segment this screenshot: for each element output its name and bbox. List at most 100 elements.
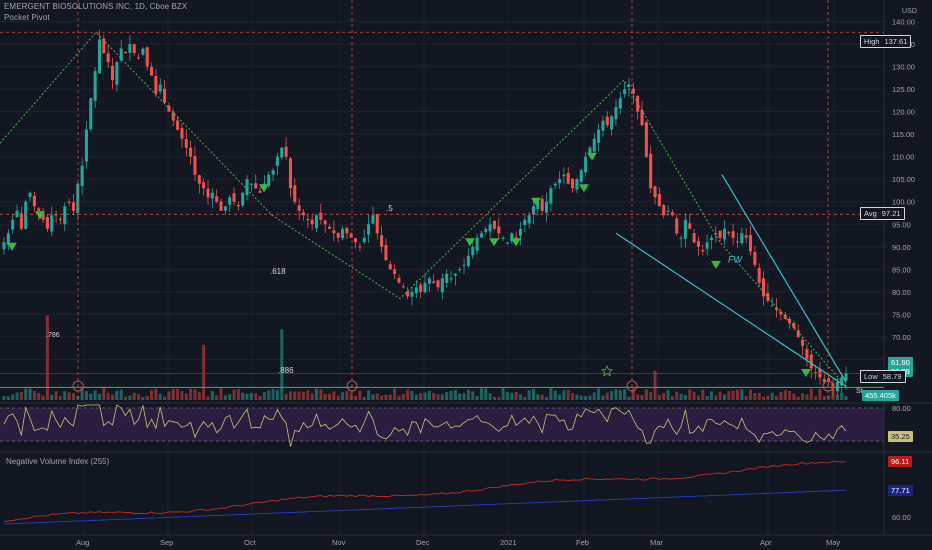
nvi-tick: 60.00 xyxy=(892,513,911,522)
candle-body xyxy=(228,197,232,205)
volume-bar xyxy=(440,394,444,400)
volume-bar xyxy=(110,394,115,400)
candle-body xyxy=(505,242,509,244)
candle-body xyxy=(788,318,792,324)
candle-body xyxy=(2,242,6,250)
price-badge: High 137.61 xyxy=(860,35,912,48)
rsi-value-badge: 35.25 xyxy=(888,431,913,442)
candle-body xyxy=(102,38,106,54)
currency-label: USD xyxy=(902,8,918,15)
candle-body xyxy=(210,192,214,199)
price-tick: 80.00 xyxy=(892,288,911,297)
volume-bar xyxy=(453,389,457,400)
volume-bar xyxy=(792,393,796,400)
fib-label: .5 xyxy=(386,204,393,213)
volume-bar xyxy=(397,395,401,400)
nvi-title[interactable]: Negative Volume Index (255) xyxy=(6,457,110,466)
candle-body xyxy=(388,264,392,270)
candle-body xyxy=(19,213,23,229)
candle-body xyxy=(514,237,518,239)
price-tick: 70.00 xyxy=(892,333,911,342)
volume-bar xyxy=(102,388,106,400)
pocket-pivot-marker xyxy=(711,260,721,269)
volume-bar xyxy=(45,315,49,400)
badge-value: 61.90 xyxy=(891,358,910,367)
candle-body xyxy=(827,378,831,382)
volume-bar xyxy=(592,392,596,400)
candle-body xyxy=(471,246,475,256)
rsi-tick: 80.00 xyxy=(892,404,911,413)
candle-body xyxy=(657,194,661,207)
price-tick: 105.00 xyxy=(892,175,915,184)
volume-bar xyxy=(709,391,713,400)
candle-body xyxy=(28,192,32,198)
badge-value: 97.21 xyxy=(881,209,901,218)
candle-body xyxy=(401,286,405,288)
volume-bar xyxy=(375,393,379,400)
candle-body xyxy=(644,122,648,157)
volume-bar xyxy=(657,395,661,400)
time-tick: Sep xyxy=(160,538,173,547)
candle-body xyxy=(310,219,314,225)
candle-body xyxy=(419,284,423,292)
volume-bar xyxy=(436,394,440,400)
volume-bar xyxy=(748,389,753,400)
pocket-pivot-marker xyxy=(7,242,17,251)
fib-label: .886 xyxy=(278,366,294,375)
candle-body xyxy=(432,281,436,283)
candle-body xyxy=(371,215,375,224)
candle-body xyxy=(701,249,705,252)
volume-bar xyxy=(167,391,171,400)
volume-bar xyxy=(427,390,431,400)
nvi-ema-line xyxy=(3,489,847,525)
candle-body xyxy=(844,372,848,381)
volume-bar xyxy=(601,395,605,400)
symbol-title[interactable]: EMERGENT BIOSOLUTIONS INC, 1D, Cboe BZX xyxy=(4,2,188,11)
grid xyxy=(0,0,884,535)
price-tick: 120.00 xyxy=(892,108,915,117)
volume-bar xyxy=(380,395,384,400)
candle-body xyxy=(518,228,523,236)
volume-bar xyxy=(275,389,279,400)
volume-bar xyxy=(150,390,154,400)
volume-bar xyxy=(796,396,800,400)
candle-body xyxy=(510,233,514,242)
candle-body xyxy=(579,170,583,182)
volume-bar xyxy=(141,396,145,400)
volume-bar xyxy=(297,391,301,400)
candle-body xyxy=(779,311,783,315)
volume-bar xyxy=(471,391,475,400)
volume-bar xyxy=(80,388,84,400)
candle-body xyxy=(397,277,401,283)
volume-bar xyxy=(675,391,679,400)
candle-body xyxy=(479,233,483,238)
volume-bar xyxy=(757,392,761,400)
candle-body xyxy=(740,233,744,244)
candle-body xyxy=(766,293,770,301)
candlesticks xyxy=(2,30,848,397)
volume-bar xyxy=(6,396,10,400)
volume-bar xyxy=(827,395,831,400)
volume-bar xyxy=(501,388,505,400)
volume-bar xyxy=(288,391,292,400)
volume-bar xyxy=(523,396,527,400)
candle-body xyxy=(757,268,761,283)
volume-bar xyxy=(271,389,275,400)
time-tick: May xyxy=(826,538,840,547)
volume-bar xyxy=(284,393,288,400)
candle-body xyxy=(375,214,379,234)
candle-body xyxy=(154,76,158,94)
candle-body xyxy=(284,146,288,157)
volume-bar xyxy=(805,394,809,400)
candle-body xyxy=(189,147,193,157)
candle-body xyxy=(492,220,496,229)
indicator-title[interactable]: Pocket Pivot xyxy=(4,13,50,22)
candle-body xyxy=(367,224,371,235)
volume-bar xyxy=(692,391,696,400)
volume-bar xyxy=(2,395,6,400)
volume-bar xyxy=(822,396,826,400)
volume-bar xyxy=(93,390,97,400)
volume-bar xyxy=(306,390,310,400)
volume-bar xyxy=(571,393,575,400)
